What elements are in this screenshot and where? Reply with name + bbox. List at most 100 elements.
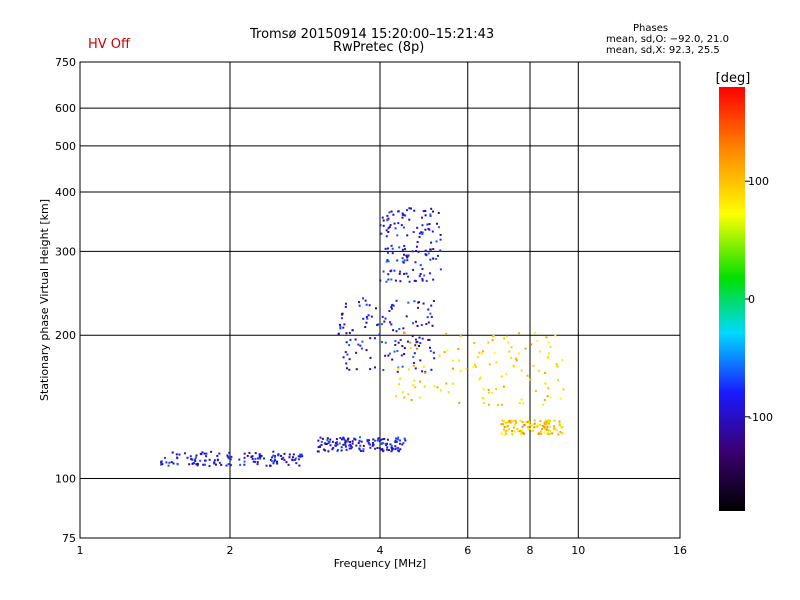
echo-point (368, 304, 371, 307)
echo-point (208, 458, 211, 461)
echo-point (465, 367, 468, 370)
echo-point (562, 388, 565, 391)
echo-point (320, 440, 323, 443)
echo-point (321, 437, 324, 440)
echo-point (195, 463, 198, 466)
echo-point (473, 342, 476, 345)
echo-point (301, 455, 304, 458)
echo-point (344, 443, 347, 446)
echo-point (270, 459, 273, 462)
echo-point (406, 255, 409, 258)
echo-point (395, 440, 398, 443)
echo-point (430, 315, 433, 318)
echo-point (429, 350, 432, 353)
echo-point (243, 460, 246, 463)
echo-point (402, 226, 405, 229)
echo-point (379, 439, 382, 442)
echo-point (487, 403, 490, 406)
echo-point (320, 443, 323, 446)
echo-point (530, 343, 533, 346)
echo-point (391, 252, 394, 255)
echo-point (288, 453, 291, 456)
echo-point (514, 419, 517, 422)
echo-point (478, 378, 481, 381)
echo-point (547, 341, 550, 344)
echo-point (532, 364, 535, 367)
echo-point (361, 340, 364, 343)
echo-point (504, 430, 507, 433)
echo-point (340, 317, 343, 320)
x-tick-label: 2 (227, 544, 234, 557)
echo-point (500, 432, 503, 435)
echo-point (327, 450, 330, 453)
echo-point (165, 461, 168, 464)
echo-point (186, 456, 189, 459)
x-tick-label: 16 (673, 544, 687, 557)
echo-point (366, 440, 369, 443)
echo-point (355, 444, 358, 447)
echo-point (554, 334, 557, 337)
y-tick-label: 200 (55, 329, 76, 342)
echo-point (349, 447, 352, 450)
echo-point (367, 441, 370, 444)
colorbar (719, 87, 745, 511)
echo-point (531, 423, 534, 426)
echo-point (404, 248, 407, 251)
echo-point (358, 447, 361, 450)
echo-point (362, 317, 365, 320)
echo-point (445, 382, 448, 385)
echo-point (277, 453, 280, 456)
echo-point (505, 425, 508, 428)
echo-point (393, 350, 396, 353)
echo-point (418, 232, 421, 235)
y-tick-label: 500 (55, 140, 76, 153)
echo-point (336, 448, 339, 451)
echo-point (527, 428, 530, 431)
echo-point (521, 425, 524, 428)
echo-point (199, 459, 202, 462)
echo-point (390, 278, 393, 281)
echo-point (425, 254, 428, 257)
echo-point (407, 301, 410, 304)
echo-point (358, 304, 361, 307)
echo-point (401, 212, 404, 215)
echo-point (432, 278, 435, 281)
echo-point (521, 429, 524, 432)
echo-point (218, 461, 221, 464)
echo-point (558, 421, 561, 424)
echo-point (421, 277, 424, 280)
echo-point (385, 235, 388, 238)
echo-point (544, 419, 547, 422)
echo-point (402, 213, 405, 216)
grid-lines (80, 62, 680, 538)
echo-point (502, 385, 505, 388)
echo-point (345, 448, 348, 451)
echo-point (226, 455, 229, 458)
echo-point (248, 451, 251, 454)
echo-point (394, 279, 397, 282)
echo-point (230, 455, 233, 458)
echo-point (511, 420, 514, 423)
echo-point (386, 446, 389, 449)
echo-point (412, 231, 415, 234)
echo-point (228, 455, 231, 458)
y-tick-label: 750 (55, 56, 76, 69)
echo-point (360, 440, 363, 443)
echo-point (402, 272, 405, 275)
echo-point (210, 450, 213, 453)
echo-point (178, 453, 181, 456)
echo-point (368, 443, 371, 446)
y-tick-label: 600 (55, 102, 76, 115)
echo-point (401, 248, 404, 251)
echo-point (332, 446, 335, 449)
echo-point (406, 256, 409, 259)
echo-point (392, 329, 395, 332)
echo-point (331, 440, 334, 443)
echo-point (557, 379, 560, 382)
echo-point (482, 388, 485, 391)
echo-point (160, 461, 163, 464)
echo-point (362, 297, 365, 300)
echo-point (417, 250, 420, 253)
echo-point (414, 261, 417, 264)
echo-point (344, 441, 347, 444)
